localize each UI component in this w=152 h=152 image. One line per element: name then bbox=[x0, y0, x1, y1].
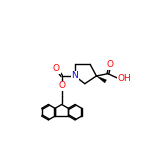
Text: O: O bbox=[53, 64, 60, 73]
Text: O: O bbox=[58, 81, 65, 90]
Polygon shape bbox=[96, 76, 106, 83]
Text: O: O bbox=[107, 60, 114, 69]
Text: N: N bbox=[71, 71, 78, 81]
Text: OH: OH bbox=[118, 74, 132, 83]
